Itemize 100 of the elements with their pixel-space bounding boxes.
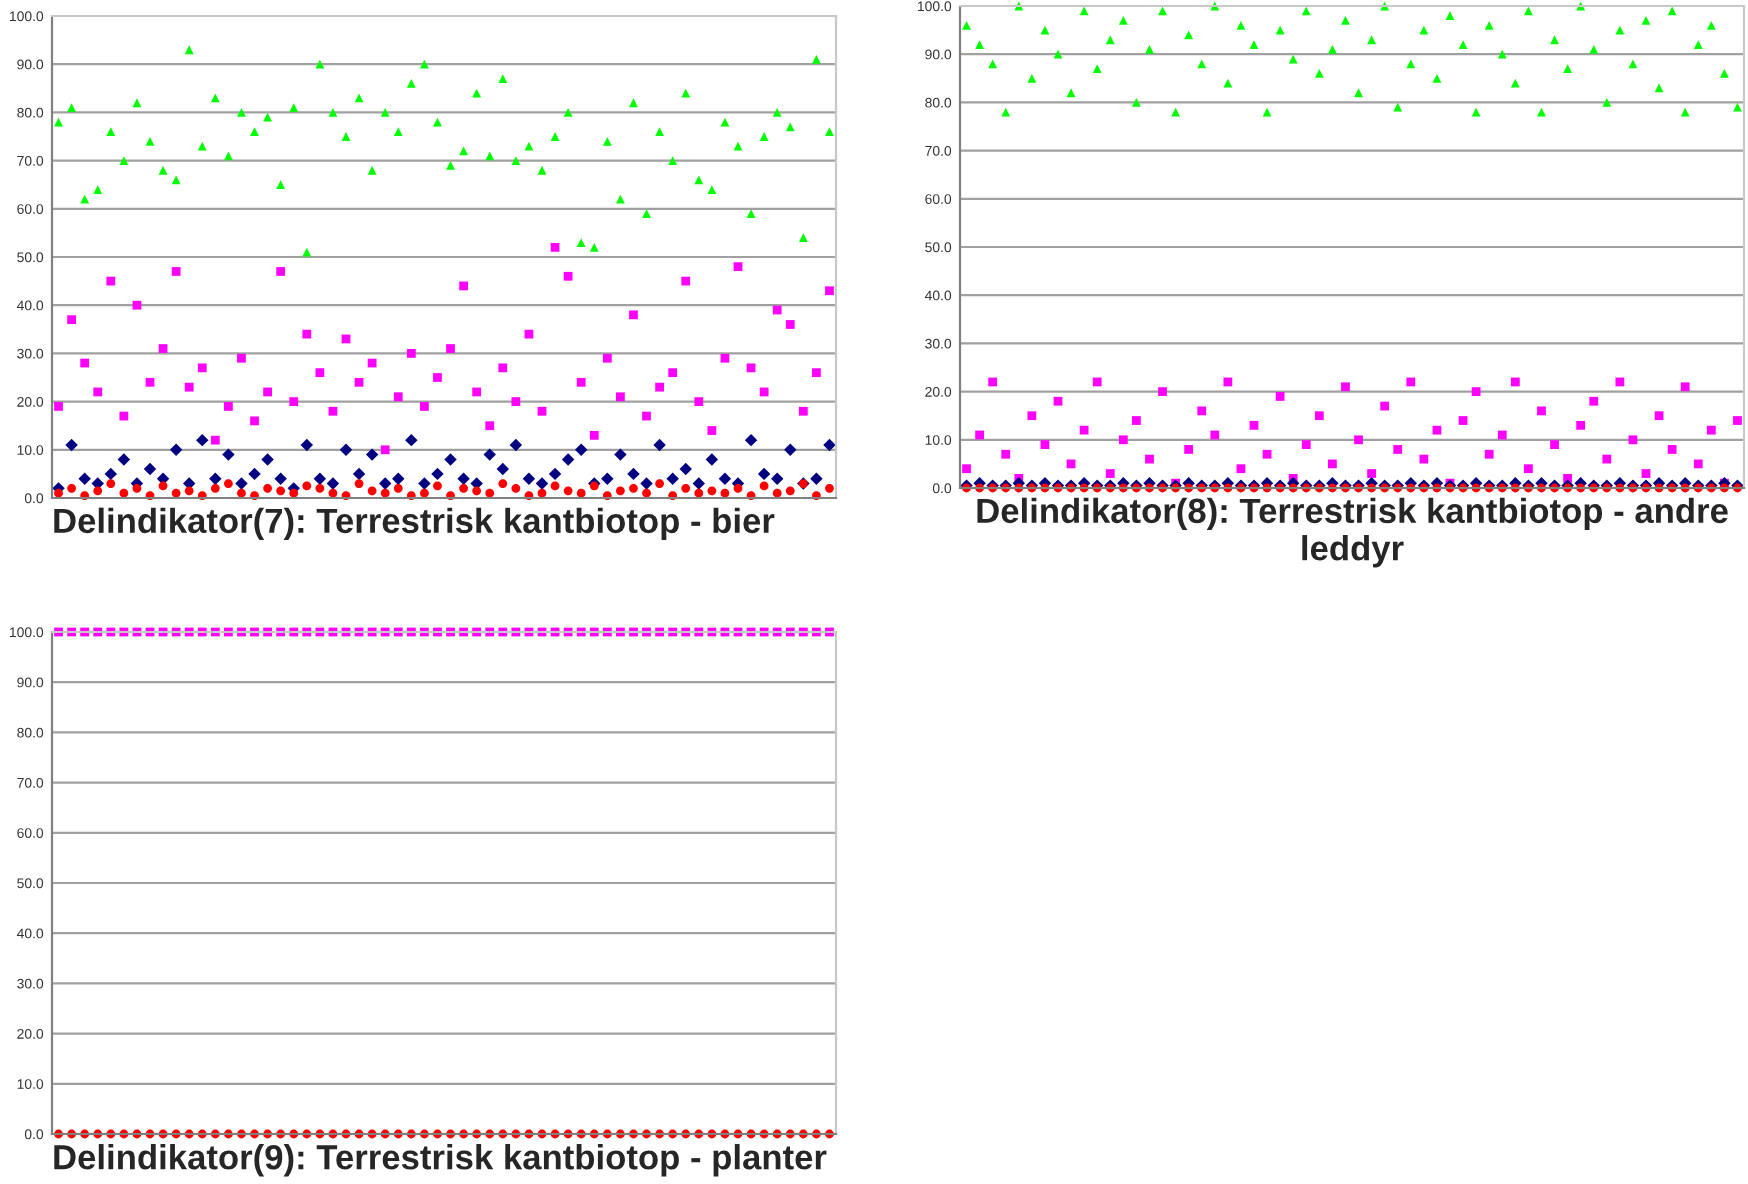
point <box>1328 44 1337 54</box>
point <box>988 59 998 69</box>
point <box>1210 430 1220 440</box>
point <box>1458 40 1468 49</box>
point <box>119 156 129 165</box>
point <box>1497 430 1507 440</box>
point <box>537 488 547 498</box>
point <box>705 453 719 466</box>
point <box>1563 64 1572 74</box>
point <box>237 353 246 363</box>
point <box>759 481 769 491</box>
point <box>524 141 534 151</box>
point <box>1145 454 1154 464</box>
point <box>459 281 468 291</box>
text: Delindikator(8): Terrestrisk kantbiotop - andre leddyr <box>977 497 1728 568</box>
point <box>171 267 181 276</box>
point <box>302 329 312 339</box>
point <box>1275 392 1285 401</box>
point <box>707 185 717 194</box>
point <box>1576 420 1586 430</box>
point <box>1184 445 1194 454</box>
point <box>1328 459 1337 469</box>
point <box>274 472 287 485</box>
point <box>1275 25 1285 35</box>
point <box>328 406 338 416</box>
point <box>392 472 405 485</box>
point <box>511 397 521 406</box>
point <box>522 472 536 485</box>
point <box>825 286 834 296</box>
point <box>367 358 377 368</box>
point <box>798 406 808 416</box>
point <box>1537 406 1546 416</box>
point <box>962 464 971 474</box>
point <box>1393 445 1403 454</box>
point <box>1510 78 1520 88</box>
point <box>1550 35 1559 45</box>
point <box>679 462 692 476</box>
point <box>1118 16 1128 25</box>
point <box>1550 440 1559 450</box>
point <box>1288 54 1298 64</box>
point <box>457 472 470 485</box>
point <box>1471 107 1481 117</box>
point <box>1419 25 1429 35</box>
point <box>496 462 510 476</box>
point <box>1484 449 1494 459</box>
point <box>446 344 455 353</box>
point <box>1602 454 1612 464</box>
point <box>759 132 769 141</box>
point <box>1158 6 1167 16</box>
point <box>184 382 194 392</box>
point <box>315 368 325 378</box>
point <box>380 488 390 498</box>
point <box>1733 102 1742 112</box>
point <box>627 467 640 481</box>
point <box>1406 377 1416 387</box>
point <box>1105 469 1115 478</box>
point <box>237 488 246 498</box>
point <box>498 74 508 84</box>
point <box>707 486 717 496</box>
point <box>263 112 272 122</box>
point <box>354 479 364 488</box>
point <box>1341 382 1350 392</box>
point <box>498 363 508 373</box>
point <box>446 161 455 170</box>
point <box>511 156 521 165</box>
point <box>823 438 836 452</box>
point <box>537 165 547 175</box>
point <box>784 443 797 457</box>
point <box>746 209 756 219</box>
point <box>1628 435 1638 445</box>
point <box>196 433 209 447</box>
point <box>1314 411 1324 421</box>
point <box>681 483 691 493</box>
point <box>694 488 704 498</box>
point <box>1654 83 1664 93</box>
point <box>563 108 573 117</box>
point <box>535 477 549 490</box>
point <box>733 141 743 151</box>
point <box>302 247 312 257</box>
point <box>629 483 638 493</box>
point <box>668 368 678 378</box>
point <box>561 453 575 466</box>
point <box>224 151 233 161</box>
point <box>93 387 103 397</box>
point <box>315 59 325 69</box>
point <box>1432 425 1442 435</box>
point <box>692 477 706 490</box>
point <box>224 479 233 488</box>
point <box>770 472 784 485</box>
point <box>589 430 599 440</box>
point <box>1367 35 1376 45</box>
point <box>681 276 691 286</box>
point <box>642 209 651 219</box>
point <box>420 488 429 498</box>
point <box>1380 401 1390 411</box>
point <box>117 453 131 466</box>
point <box>485 151 495 161</box>
point <box>812 368 821 378</box>
point <box>472 486 482 496</box>
point <box>224 402 233 411</box>
